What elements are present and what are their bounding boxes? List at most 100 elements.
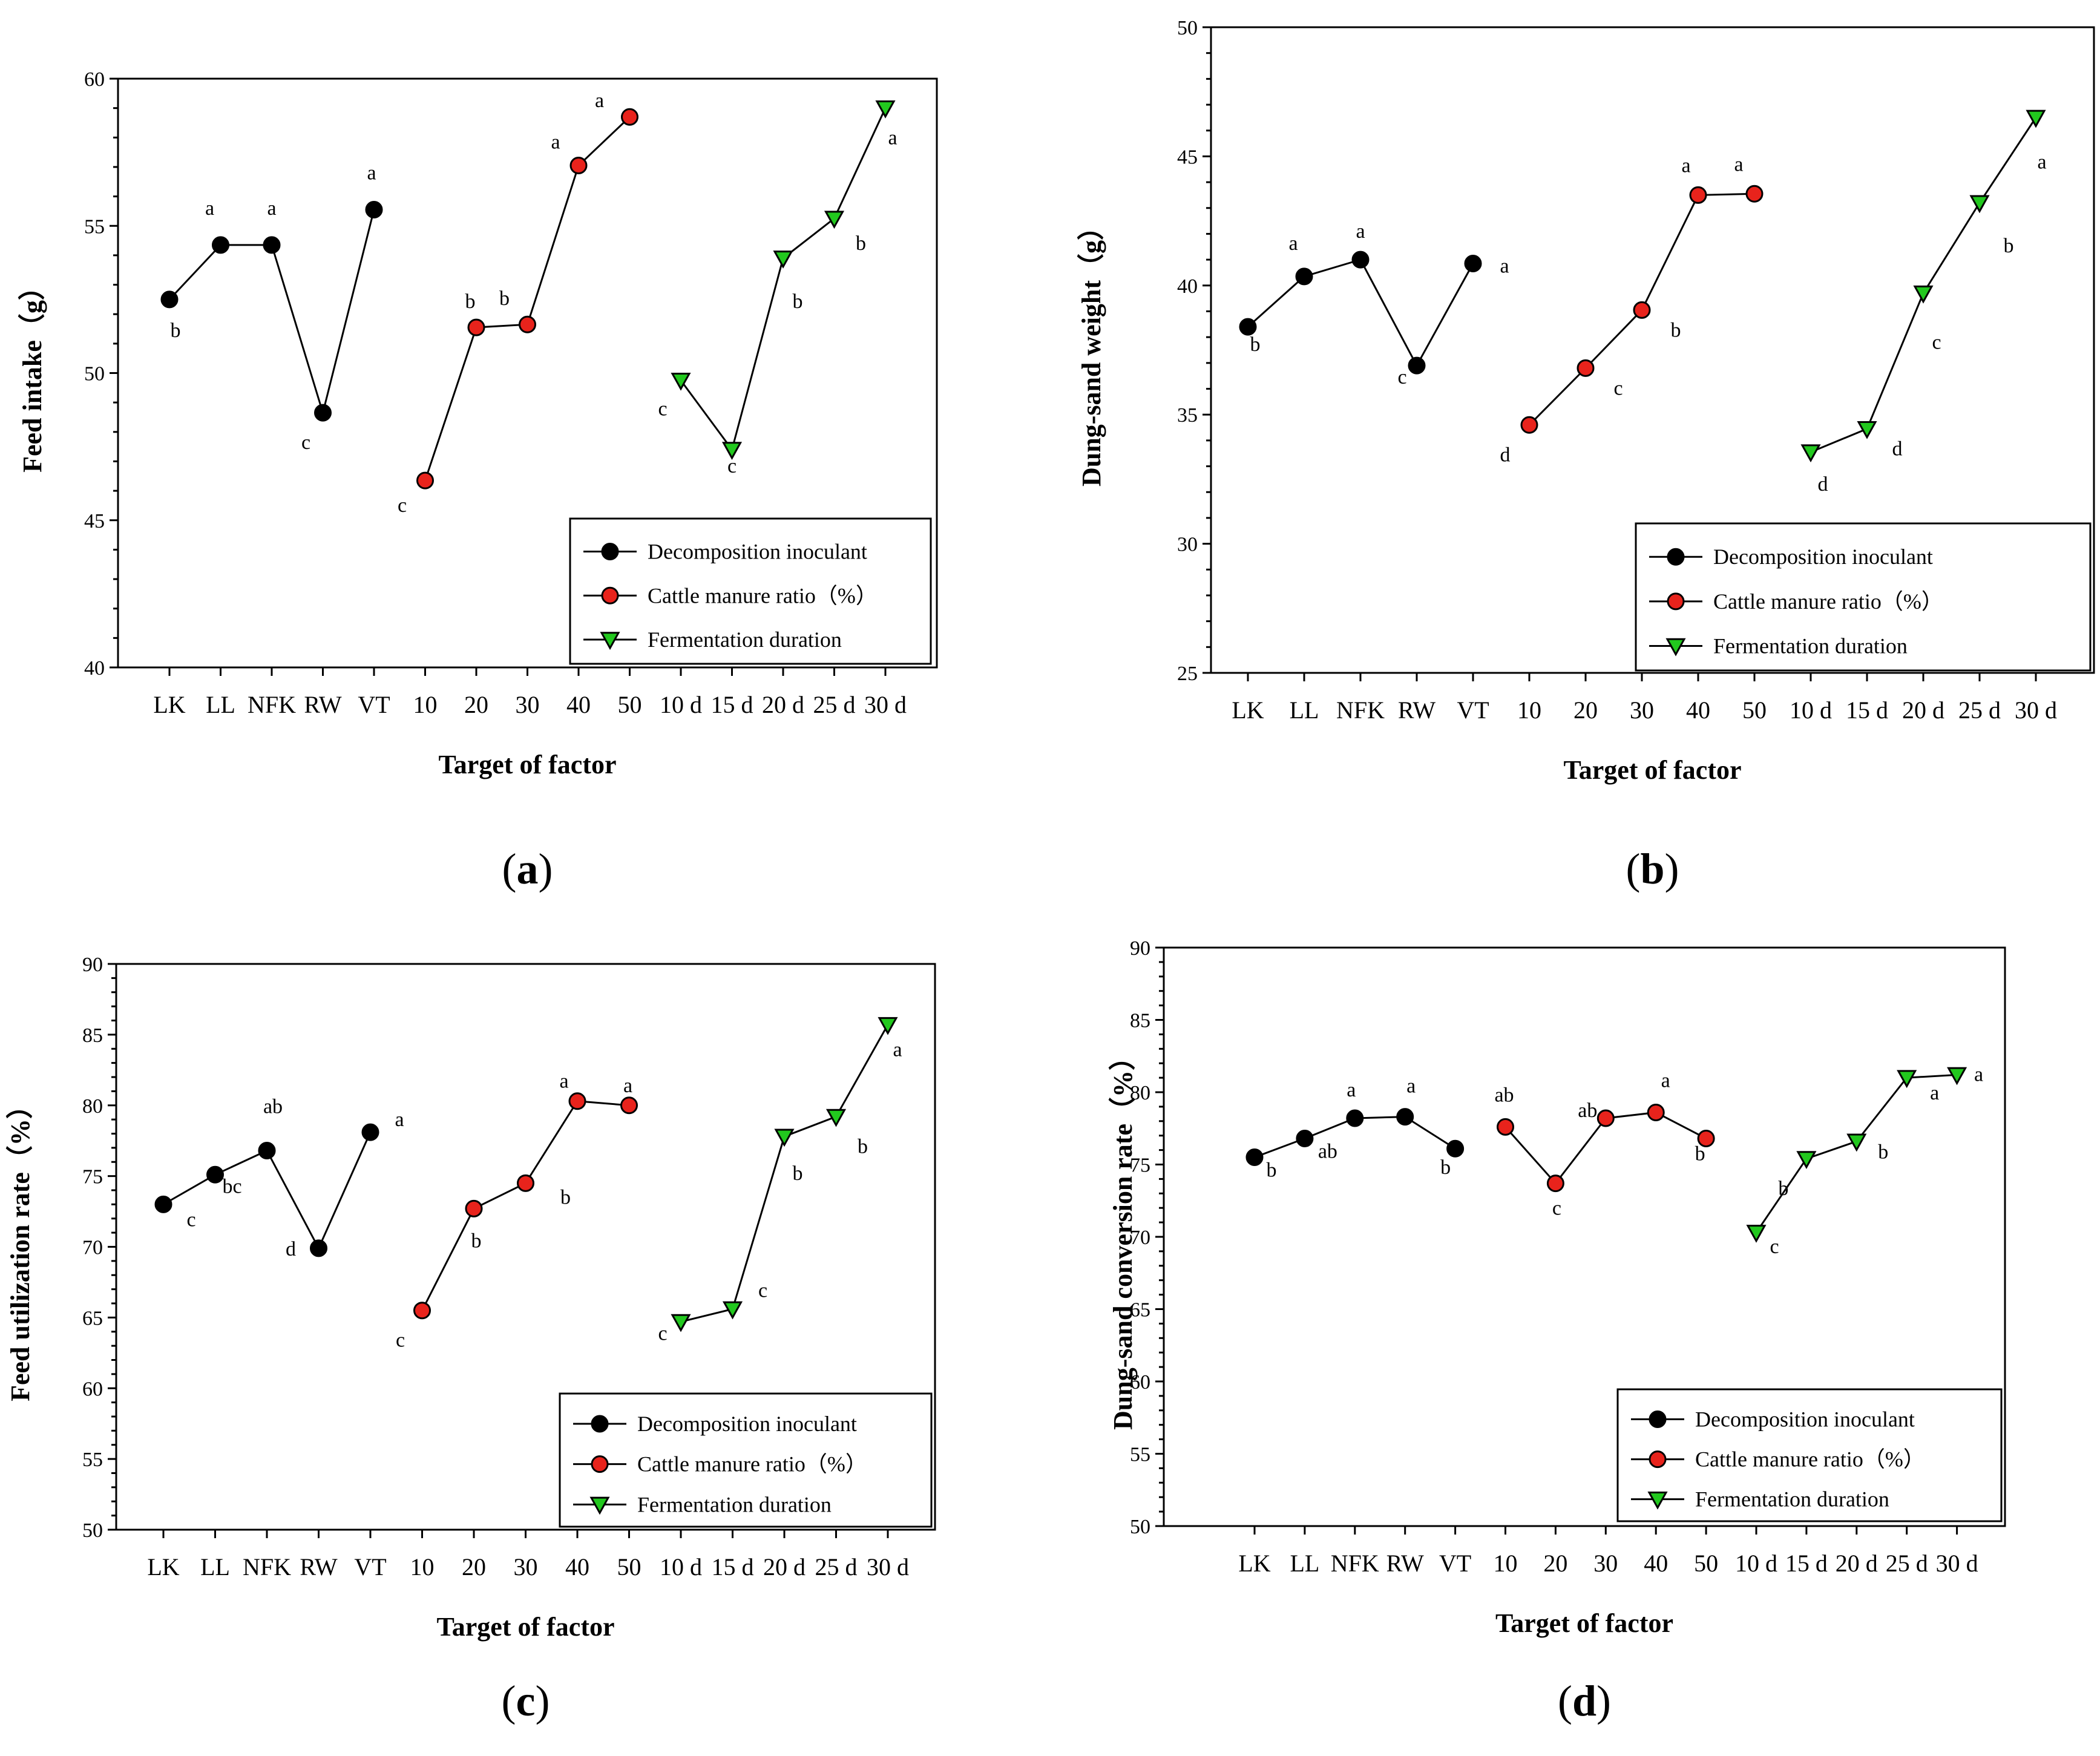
legend-label-fermentation: Fermentation duration (1713, 634, 1908, 658)
data-point-decomposition (160, 290, 179, 309)
data-point-fermentation (1857, 421, 1877, 439)
y-tick-label: 50 (84, 363, 105, 385)
legend-marker-decomposition (1649, 1410, 1667, 1429)
significance-label: b (793, 1162, 803, 1185)
legend-label-cattle: Cattle manure ratio（%） (648, 583, 878, 608)
significance-label: b (1250, 333, 1261, 356)
x-tick-label: 10 (1494, 1550, 1518, 1577)
significance-label: b (1671, 319, 1681, 341)
significance-label: a (1406, 1075, 1416, 1098)
significance-label: a (1347, 1079, 1356, 1101)
data-point-cattle (620, 1096, 638, 1115)
y-tick-label: 60 (1130, 1371, 1150, 1394)
significance-label: b (856, 232, 866, 255)
y-tick-label: 40 (1177, 275, 1198, 298)
significance-label: b (465, 290, 476, 313)
significance-label: ab (1494, 1084, 1514, 1106)
y-tick-label: 90 (82, 954, 103, 976)
data-point-fermentation (1800, 444, 1821, 463)
legend-label-fermentation: Fermentation duration (637, 1492, 832, 1516)
data-point-fermentation (1796, 1151, 1817, 1170)
significance-label: b (1695, 1142, 1705, 1165)
data-point-decomposition (365, 200, 383, 218)
significance-label: b (1878, 1141, 1888, 1163)
series-line-cattle (424, 116, 631, 481)
data-point-fermentation (671, 372, 691, 391)
data-point-decomposition (212, 236, 229, 254)
series-line-fermentation (680, 108, 887, 452)
data-point-fermentation (722, 1301, 743, 1320)
data-point-fermentation (1913, 285, 1934, 304)
legend-label-fermentation: Fermentation duration (648, 627, 842, 652)
data-point-cattle (517, 1174, 534, 1192)
x-tick-label: 15 d (712, 1553, 754, 1581)
legend-label-cattle: Cattle manure ratio（%） (1713, 589, 1943, 614)
significance-label: c (1770, 1236, 1779, 1258)
x-axis-title: Target of factor (1563, 755, 1741, 785)
y-tick-label: 85 (1130, 1010, 1150, 1032)
significance-label: c (398, 494, 407, 517)
data-point-fermentation (1969, 195, 1990, 214)
significance-label: a (205, 197, 214, 220)
y-tick-label: 50 (1177, 17, 1198, 39)
data-point-cattle (1745, 185, 1764, 203)
panel-label: (a) (502, 845, 553, 893)
data-point-decomposition (314, 404, 332, 422)
x-tick-label: 20 d (1836, 1550, 1878, 1577)
y-tick-label: 75 (82, 1166, 103, 1188)
y-tick-label: 85 (82, 1024, 103, 1047)
significance-label: c (301, 431, 310, 454)
data-point-cattle (465, 1199, 483, 1217)
significance-label: a (1974, 1063, 1983, 1086)
significance-label: c (658, 398, 667, 421)
y-tick-label: 35 (1177, 404, 1198, 427)
y-tick-label: 55 (84, 215, 105, 238)
significance-label: a (623, 1075, 632, 1097)
x-tick-label: 50 (617, 1553, 641, 1581)
x-axis-title: Target of factor (436, 1612, 614, 1642)
x-tick-label: NFK (1331, 1550, 1379, 1577)
significance-label: d (1818, 473, 1828, 496)
significance-label: b (499, 287, 510, 310)
significance-label: b (1267, 1159, 1277, 1182)
y-tick-label: 40 (84, 657, 105, 680)
chart-panel-b: 25 30 35 40 45 50 LK LL NFK RW VT 10 20 30 40 50 10 d 15 … (1077, 17, 2095, 893)
legend-label-fermentation: Fermentation duration (1695, 1487, 1889, 1512)
series-decomposition: b a a c a (160, 162, 383, 454)
chart-panel-c: 50 55 60 65 70 75 80 85 90 LK LL NFK RW VT 10 20 30 40 50 1… (5, 954, 936, 1725)
legend-marker-cattle (591, 1455, 609, 1473)
legend-marker-fermentation (1665, 638, 1686, 657)
x-tick-label: 30 (514, 1553, 538, 1581)
x-tick-label: 20 d (762, 691, 804, 718)
x-tick-label: 25 d (1886, 1550, 1928, 1577)
x-tick-label: 50 (1742, 696, 1767, 724)
data-point-fermentation (721, 442, 743, 460)
significance-label: c (186, 1208, 195, 1231)
significance-label: c (758, 1279, 767, 1302)
significance-label: d (1500, 444, 1511, 466)
data-point-decomposition (206, 1165, 224, 1184)
data-point-decomposition (1408, 356, 1426, 375)
y-tick-label: 50 (82, 1519, 103, 1542)
x-tick-label: 50 (618, 691, 642, 718)
legend-label-decomposition: Decomposition inoculant (1713, 545, 1933, 569)
legend-label-decomposition: Decomposition inoculant (648, 540, 867, 564)
data-point-fermentation (773, 251, 793, 269)
legend-marker-cattle (1649, 1450, 1667, 1469)
significance-label: b (858, 1135, 868, 1158)
series-line-fermentation (680, 1024, 889, 1323)
y-tick-label: 55 (82, 1449, 103, 1471)
x-tick-label: NFK (243, 1553, 291, 1581)
x-tick-label: RW (1398, 696, 1436, 724)
legend-label-decomposition: Decomposition inoculant (1695, 1407, 1915, 1432)
panel-label: (c) (502, 1677, 550, 1725)
significance-label: ab (263, 1096, 283, 1118)
x-tick-label: 30 (516, 691, 540, 718)
significance-label: c (1552, 1197, 1561, 1220)
x-tick-label: 10 d (660, 691, 702, 718)
x-tick-label: 30 (1593, 1550, 1618, 1577)
data-point-cattle (1520, 416, 1538, 434)
y-tick-label: 80 (1130, 1082, 1150, 1104)
data-point-decomposition (361, 1123, 379, 1141)
chart-panel-a: 40 45 50 55 60 LK LL NFK RW VT 10 20 30 40 50 10 d 15 d 2… (18, 68, 938, 893)
